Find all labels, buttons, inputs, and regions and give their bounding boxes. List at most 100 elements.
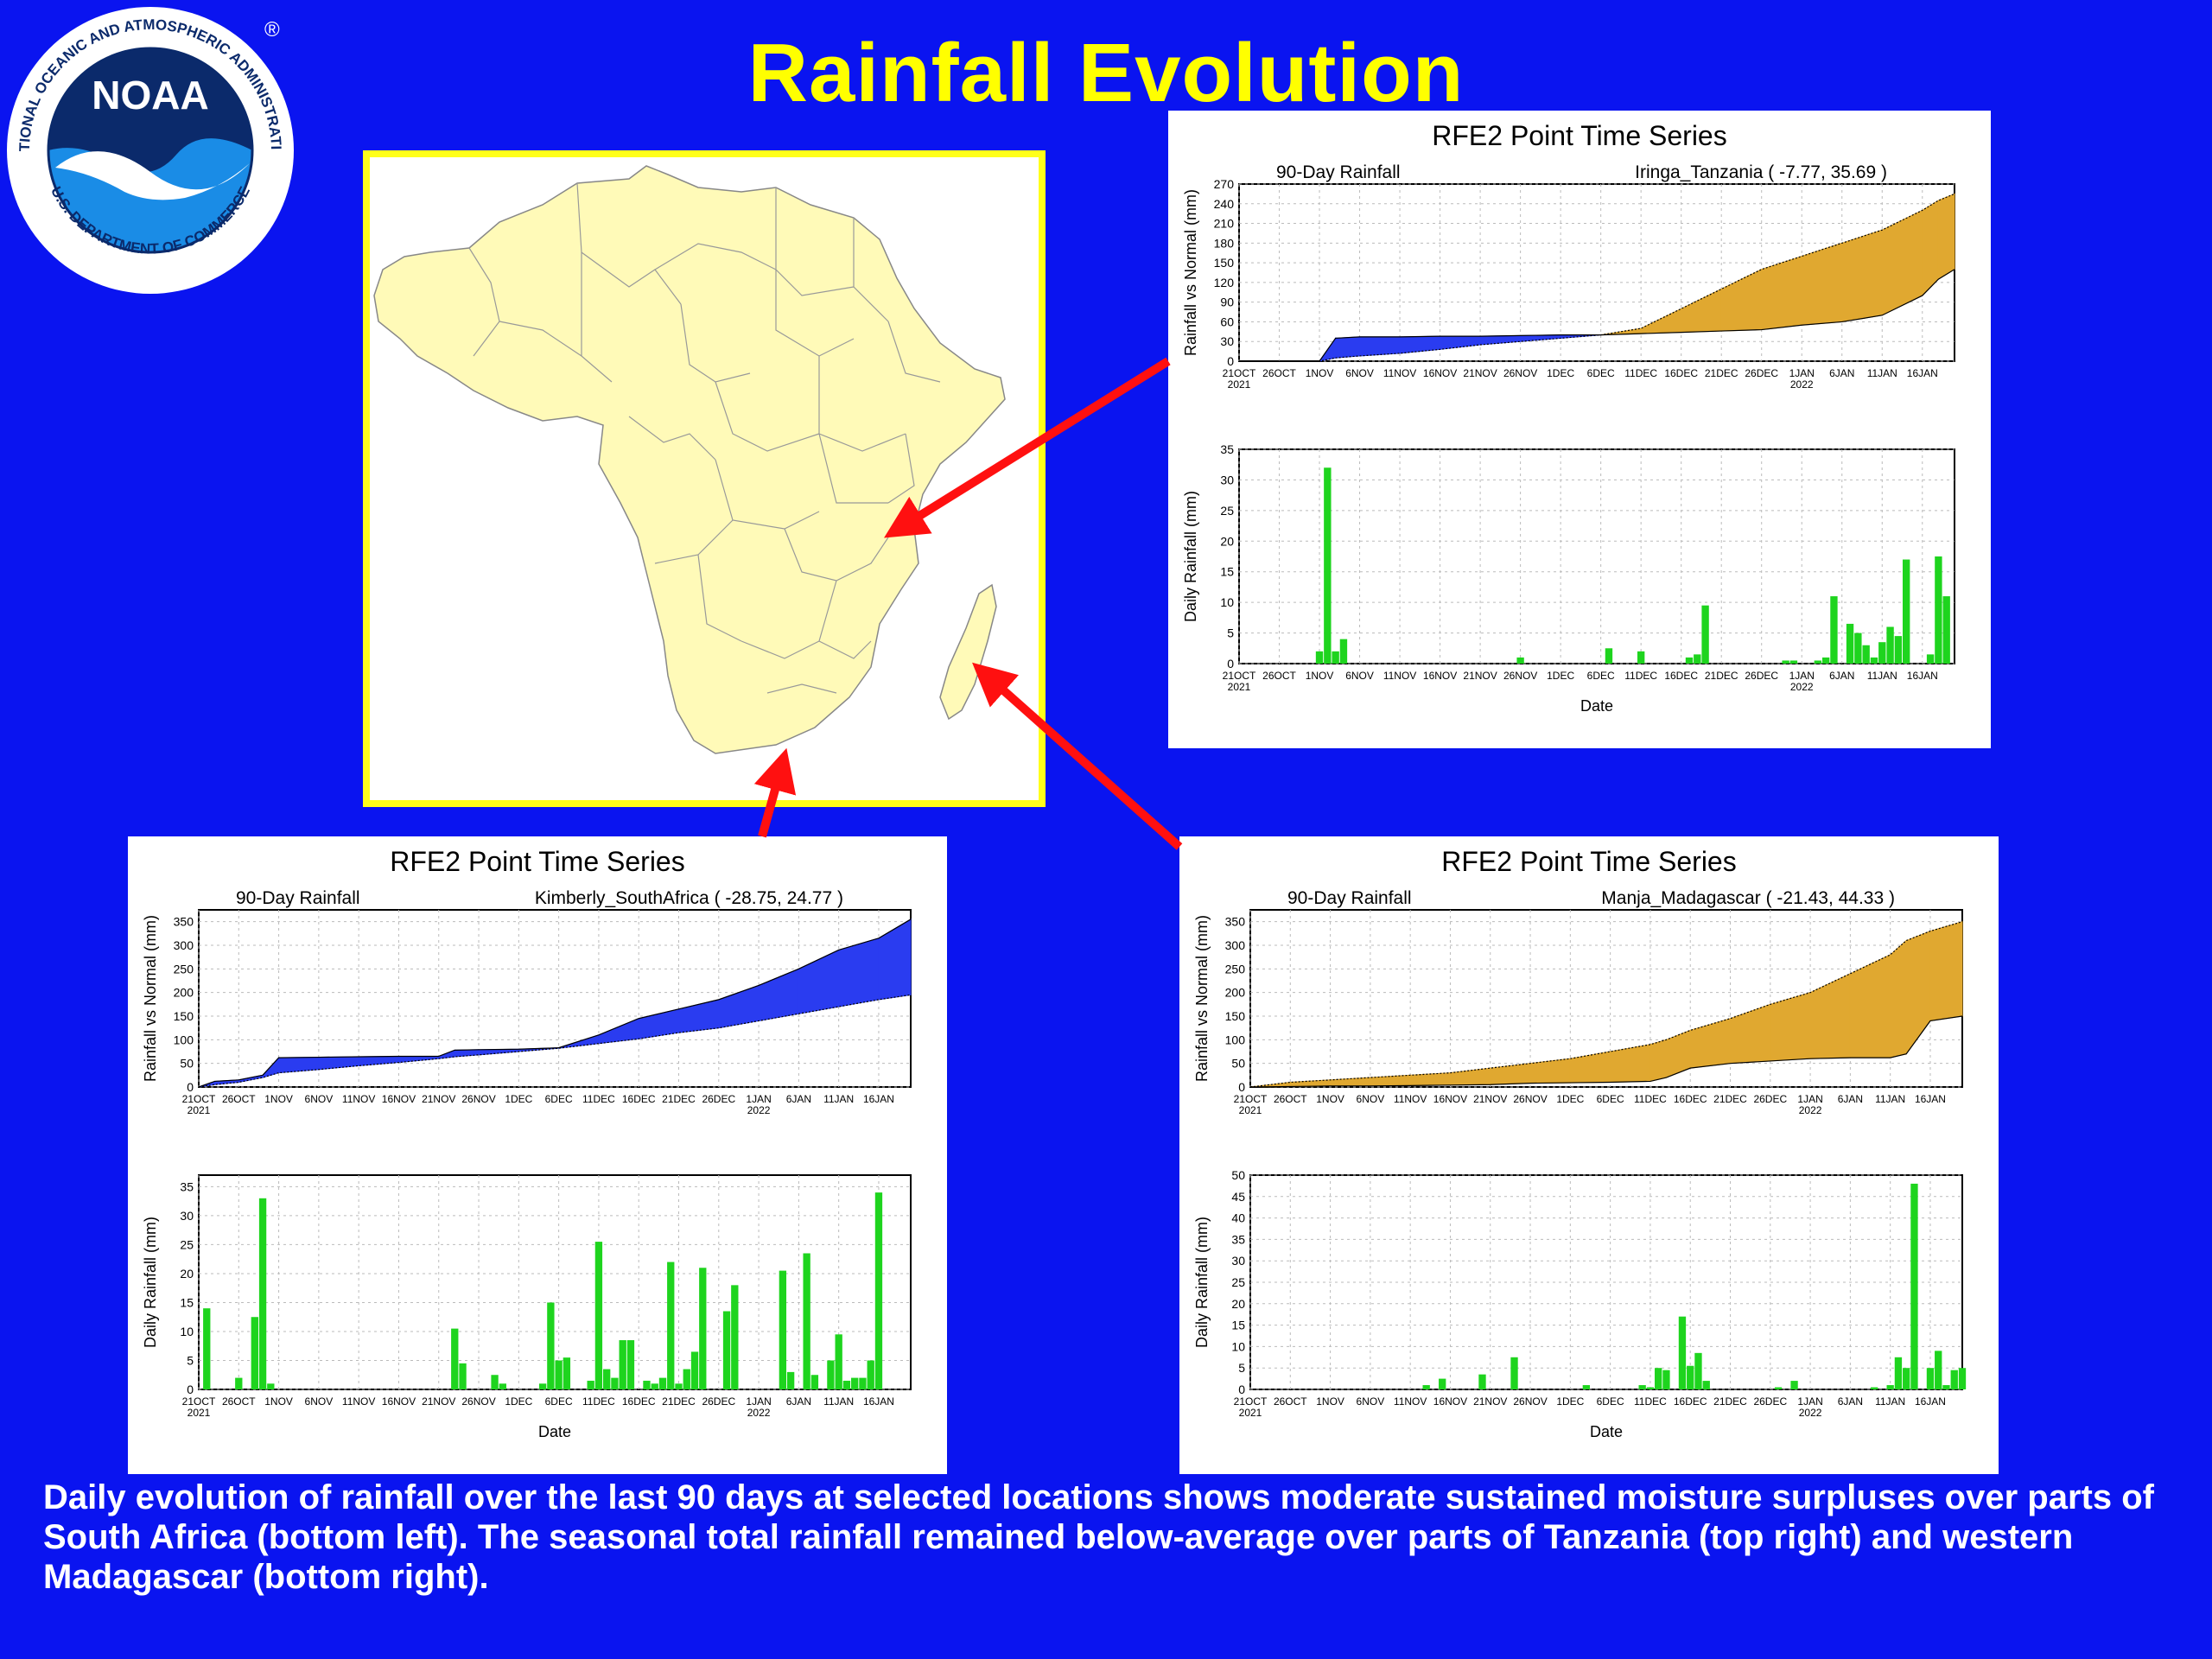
y-tick-label: 30 — [180, 1209, 194, 1223]
x-tick-label: 11DEC — [582, 1093, 615, 1105]
y-tick-label: 300 — [174, 938, 194, 952]
daily-rain-bar — [1339, 639, 1348, 664]
daily-rain-bar — [587, 1380, 594, 1389]
x-tick-label: 21DEC — [1713, 1395, 1747, 1408]
daily-rain-bar — [1935, 1351, 1942, 1389]
x-tick-label: 16NOV — [1423, 367, 1457, 379]
x-tick-label: 26NOV — [1503, 670, 1537, 682]
x-tick-label: 11JAN — [1875, 1093, 1905, 1105]
x-tick-label: 6NOV — [1345, 670, 1374, 682]
daily-rain-bar — [835, 1334, 842, 1389]
y-tick-label: 0 — [1227, 354, 1234, 368]
daily-rain-bar — [611, 1377, 619, 1389]
daily-rain-bar — [1655, 1368, 1662, 1389]
y-tick-label: 350 — [1225, 915, 1246, 929]
y-tick-label: 0 — [1238, 1080, 1245, 1094]
x-tick-label: 6NOV — [305, 1093, 334, 1105]
chart-subtitle-left: 90-Day Rainfall — [1276, 162, 1401, 182]
x-tick-label: 6JAN — [786, 1093, 811, 1105]
daily-rain-bar — [563, 1357, 571, 1389]
actual-line — [1239, 269, 1955, 362]
actual-line — [198, 918, 912, 1088]
x-tick-label: 11NOV — [1394, 1395, 1427, 1408]
x-tick-year: 2021 — [188, 1407, 211, 1419]
y-tick-label: 210 — [1214, 217, 1235, 231]
y-tick-label: 350 — [174, 915, 194, 929]
daily-rain-bar — [547, 1302, 555, 1389]
daily-rain-bar — [1422, 1385, 1430, 1389]
daily-rain-bar — [1782, 660, 1789, 664]
x-tick-label: 16JAN — [863, 1093, 894, 1105]
x-tick-label: 6JAN — [1829, 670, 1854, 682]
x-tick-label: 11NOV — [1383, 670, 1416, 682]
daily-rain-bar — [235, 1377, 243, 1389]
y-tick-label: 0 — [187, 1382, 194, 1396]
x-tick-year: 2022 — [1790, 378, 1814, 391]
x-tick-label: 1JAN — [1797, 1395, 1822, 1408]
daily-rain-bar — [1790, 1381, 1798, 1389]
x-tick-label: 16NOV — [382, 1093, 416, 1105]
y-tick-label: 50 — [1231, 1057, 1245, 1071]
daily-rain-bar — [827, 1360, 835, 1389]
x-tick-label: 21NOV — [1473, 1093, 1507, 1105]
x-tick-label: 26DEC — [702, 1093, 735, 1105]
daily-rain-bar — [1646, 1387, 1655, 1389]
chart-madagascar: RFE2 Point Time Series 90-Day Rainfall Man… — [1193, 846, 1967, 1440]
daily-rain-bar — [1687, 1365, 1694, 1389]
y-tick-label: 150 — [1214, 256, 1235, 270]
x-tick-label: 1DEC — [1547, 670, 1574, 682]
x-tick-label: 26OCT — [222, 1395, 256, 1408]
y-tick-label: 15 — [1231, 1319, 1245, 1332]
x-tick-label: 16NOV — [1433, 1093, 1467, 1105]
madagascar-island — [939, 583, 997, 721]
normal-line — [1239, 193, 1955, 362]
y-tick-label: 15 — [1220, 565, 1234, 579]
x-tick-label: 1NOV — [264, 1395, 293, 1408]
x-tick-label: 6NOV — [1357, 1395, 1385, 1408]
daily-rain-bar — [731, 1285, 739, 1389]
x-tick-label: 1JAN — [1789, 670, 1815, 682]
daily-rain-bar — [842, 1380, 851, 1389]
daily-rain-bar — [779, 1270, 787, 1389]
y-tick-label: 250 — [174, 962, 194, 976]
daily-rain-bar — [683, 1369, 690, 1389]
daily-rain-bar — [1886, 1385, 1894, 1389]
x-tick-year: 2021 — [188, 1104, 211, 1116]
x-tick-year: 2022 — [747, 1407, 771, 1419]
y-tick-label: 15 — [180, 1295, 194, 1309]
y-tick-label: 20 — [1220, 534, 1234, 548]
daily-rain-bar — [491, 1375, 499, 1389]
daily-rain-bar — [1942, 596, 1950, 664]
daily-rain-bar — [1870, 657, 1878, 664]
x-tick-label: 11DEC — [1624, 670, 1657, 682]
x-tick-label: 1JAN — [1789, 367, 1815, 379]
x-tick-label: 6NOV — [305, 1395, 334, 1408]
x-tick-label: 26NOV — [1503, 367, 1537, 379]
x-tick-label: 11NOV — [1394, 1093, 1427, 1105]
x-tick-label: 1JAN — [746, 1093, 771, 1105]
x-tick-label: 11JAN — [1867, 670, 1897, 682]
daily-rain-bar — [538, 1383, 547, 1389]
noaa-logo: NOAA NATIONAL OCEANIC AND ATMOSPHERIC AD… — [0, 0, 297, 297]
y-tick-label: 150 — [174, 1009, 194, 1023]
x-tick-label: 11NOV — [342, 1395, 375, 1408]
daily-rain-bar — [851, 1377, 859, 1389]
x-tick-label: 1DEC — [505, 1395, 532, 1408]
x-tick-label: 16NOV — [382, 1395, 416, 1408]
x-tick-label: 11JAN — [823, 1093, 854, 1105]
x-tick-label: 21DEC — [662, 1093, 696, 1105]
daily-rain-bar — [1510, 1357, 1518, 1389]
x-tick-label: 1NOV — [1306, 670, 1334, 682]
x-tick-label: 26DEC — [1753, 1093, 1787, 1105]
y-tick-label: 200 — [174, 986, 194, 1000]
y-tick-label: 35 — [1220, 442, 1234, 456]
daily-rain-bar — [1862, 645, 1870, 664]
x-tick-label: 1JAN — [1797, 1093, 1822, 1105]
africa-map — [363, 150, 1046, 807]
y-axis-label: Rainfall vs Normal (mm) — [1193, 915, 1211, 1082]
x-tick-label: 21NOV — [1463, 367, 1497, 379]
x-tick-label: 26OCT — [1262, 367, 1296, 379]
y-tick-label: 150 — [1225, 1009, 1246, 1023]
x-tick-label: 11JAN — [1875, 1395, 1905, 1408]
daily-rain-bar — [1926, 1368, 1935, 1389]
